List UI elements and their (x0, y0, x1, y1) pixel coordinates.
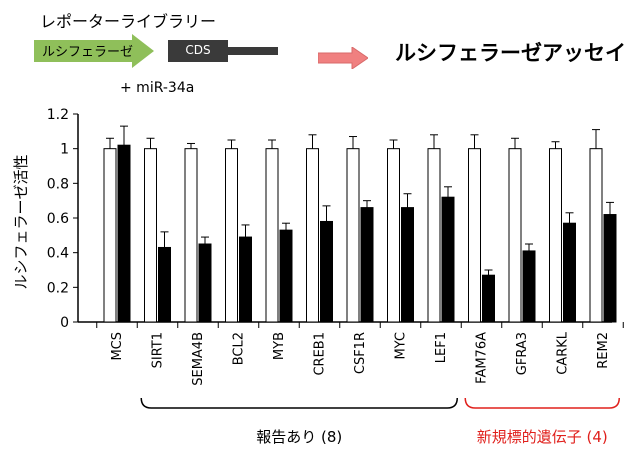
category-label: LEF1 (434, 332, 449, 363)
bar-control (306, 148, 319, 323)
bar-control (468, 148, 481, 323)
bar-mirna (563, 222, 576, 323)
utr-line (228, 47, 278, 55)
bar-mirna (522, 250, 536, 323)
bar-mirna (401, 207, 414, 323)
pink-arrow-shape (318, 47, 368, 69)
bar-mirna (320, 220, 333, 323)
luciferase-label: ルシフェラーゼ (42, 45, 134, 60)
luciferase-arrow (34, 34, 154, 68)
category-label: BCL2 (232, 332, 247, 365)
bar-control (346, 148, 360, 323)
category-label: GFRA3 (515, 332, 530, 375)
cds-box (168, 40, 228, 62)
pink-arrow (318, 47, 368, 69)
category-label: MYB (272, 332, 287, 360)
mirna-label: + miR-34a (120, 80, 195, 96)
group-label: 報告あり (8) (256, 428, 342, 446)
group-bracket (464, 397, 620, 409)
bar-control (265, 148, 279, 323)
bar-mirna (198, 243, 212, 323)
cds-label: CDS (185, 43, 211, 57)
bar-control (184, 148, 198, 323)
category-label: SEMA4B (191, 332, 206, 386)
category-label: CSF1R (353, 332, 368, 374)
bar-control (549, 148, 562, 323)
bar-control (225, 148, 238, 323)
y-tick-label: 0.8 (47, 176, 69, 192)
y-tick-label: 1 (60, 142, 69, 158)
bar-mirna (239, 236, 252, 323)
y-tick-label: 0.4 (47, 246, 69, 262)
y-tick-label: 1.2 (47, 107, 69, 123)
bar-mirna (279, 229, 293, 323)
library-title: レポーターライブラリー (40, 12, 217, 31)
bar-mirna (360, 207, 374, 323)
bar-control (387, 148, 400, 323)
bar-mirna (158, 246, 171, 323)
bar-control (508, 148, 522, 323)
group-bracket (140, 397, 458, 409)
y-tick-label: 0 (60, 315, 69, 331)
category-label: MCS (110, 332, 125, 361)
category-label: FAM76A (475, 332, 490, 384)
group-label: 新規標的遺伝子 (4) (477, 428, 608, 446)
category-label: CARKL (556, 331, 571, 375)
bar-control (589, 148, 603, 323)
bar-control (427, 148, 441, 323)
bar-mirna (117, 144, 131, 323)
bar-mirna (603, 214, 617, 323)
assay-label: ルシフェラーゼアッセイ (395, 41, 626, 65)
bar-control (144, 148, 157, 323)
category-label: MYC (394, 332, 409, 360)
y-tick-label: 0.6 (47, 211, 69, 227)
category-label: REM2 (596, 332, 611, 369)
category-label: SIRT1 (151, 332, 166, 368)
luciferase-arrow-shape (34, 34, 154, 68)
bar-mirna (441, 196, 455, 323)
y-tick-label: 0.2 (47, 280, 69, 296)
category-label: CREB1 (313, 332, 328, 376)
bar-control (103, 148, 117, 323)
bar-mirna (482, 274, 495, 323)
